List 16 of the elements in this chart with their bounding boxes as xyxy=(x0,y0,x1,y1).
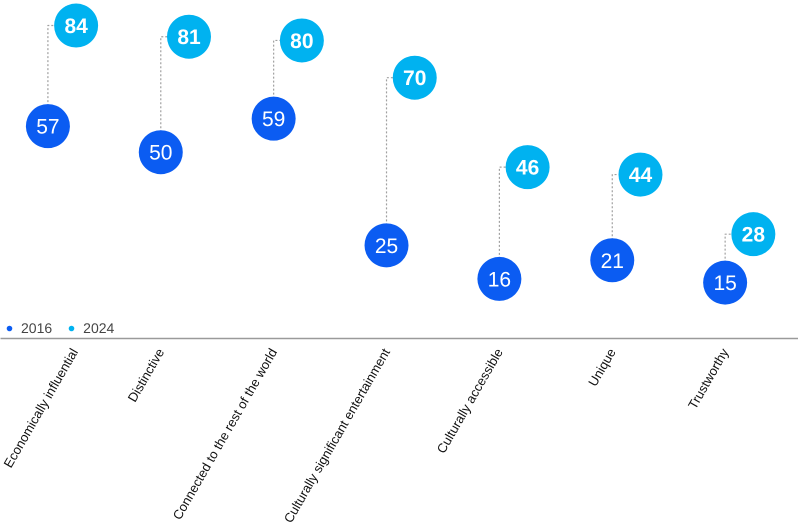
data-label: 25 xyxy=(374,234,398,258)
data-label: 57 xyxy=(36,116,60,139)
legend-label: 2024 xyxy=(83,320,114,336)
data-label: 15 xyxy=(713,272,737,296)
data-label: 84 xyxy=(64,15,88,38)
data-label: 46 xyxy=(516,156,540,180)
data-label: 80 xyxy=(290,30,314,53)
data-label: 21 xyxy=(600,250,624,273)
data-label: 44 xyxy=(628,164,652,188)
data-label: 50 xyxy=(149,142,172,165)
data-label: 59 xyxy=(262,108,286,132)
data-label: 16 xyxy=(488,268,512,292)
data-label: 81 xyxy=(177,26,201,50)
legend-label: 2016 xyxy=(21,320,52,336)
data-label: 70 xyxy=(403,67,426,90)
data-label: 28 xyxy=(742,224,766,247)
